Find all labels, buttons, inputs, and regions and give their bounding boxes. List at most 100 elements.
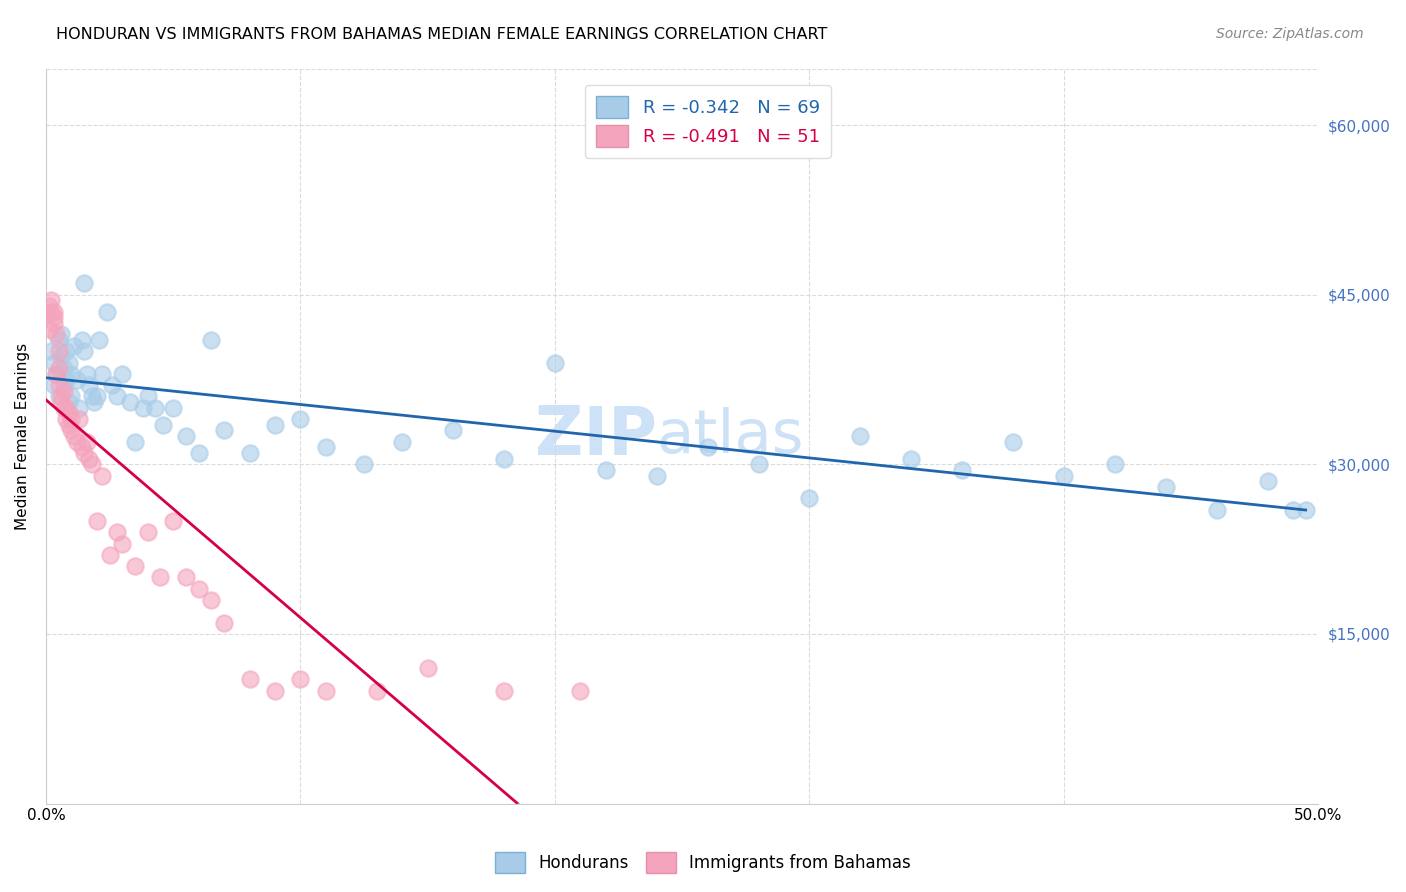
Point <box>118 395 141 409</box>
Point <box>152 417 174 432</box>
Point <box>45 367 67 381</box>
Point <box>42 316 65 330</box>
Point <box>52 401 75 415</box>
Point <box>124 559 146 574</box>
Point <box>63 338 86 352</box>
Point <box>48 378 70 392</box>
Point <box>65 434 87 449</box>
Point <box>416 661 439 675</box>
Point <box>747 458 769 472</box>
Point <box>48 333 70 347</box>
Point <box>98 548 121 562</box>
Point <box>105 525 128 540</box>
Point <box>58 417 80 432</box>
Point <box>212 424 235 438</box>
Point <box>67 412 90 426</box>
Point <box>77 451 100 466</box>
Point <box>91 367 114 381</box>
Point <box>52 384 75 398</box>
Text: ZIP: ZIP <box>534 403 657 469</box>
Point <box>900 451 922 466</box>
Legend: Hondurans, Immigrants from Bahamas: Hondurans, Immigrants from Bahamas <box>489 846 917 880</box>
Point <box>200 593 222 607</box>
Point <box>45 327 67 342</box>
Point <box>1154 480 1177 494</box>
Point <box>58 395 80 409</box>
Point <box>70 441 93 455</box>
Point <box>73 277 96 291</box>
Point <box>441 424 464 438</box>
Point <box>950 463 973 477</box>
Point <box>39 344 62 359</box>
Point <box>131 401 153 415</box>
Point <box>149 570 172 584</box>
Point <box>77 378 100 392</box>
Point <box>111 367 134 381</box>
Point <box>51 350 73 364</box>
Point <box>96 304 118 318</box>
Point <box>799 491 821 506</box>
Point <box>849 429 872 443</box>
Point <box>42 378 65 392</box>
Point <box>290 412 312 426</box>
Point <box>42 310 65 325</box>
Legend: R = -0.342   N = 69, R = -0.491   N = 51: R = -0.342 N = 69, R = -0.491 N = 51 <box>585 85 831 158</box>
Point <box>290 672 312 686</box>
Point <box>1001 434 1024 449</box>
Point <box>391 434 413 449</box>
Point <box>264 683 287 698</box>
Point <box>136 525 159 540</box>
Point <box>89 333 111 347</box>
Point <box>60 367 83 381</box>
Point <box>55 401 77 415</box>
Point <box>315 683 337 698</box>
Point <box>73 446 96 460</box>
Point <box>51 395 73 409</box>
Point <box>162 401 184 415</box>
Point <box>366 683 388 698</box>
Point <box>1282 502 1305 516</box>
Text: Source: ZipAtlas.com: Source: ZipAtlas.com <box>1216 27 1364 41</box>
Point <box>48 389 70 403</box>
Point <box>52 378 75 392</box>
Point <box>1205 502 1227 516</box>
Point <box>67 401 90 415</box>
Point <box>595 463 617 477</box>
Point <box>187 582 209 596</box>
Point <box>1104 458 1126 472</box>
Y-axis label: Median Female Earnings: Median Female Earnings <box>15 343 30 530</box>
Point <box>1256 475 1278 489</box>
Point <box>39 293 62 308</box>
Point <box>52 361 75 376</box>
Point <box>145 401 167 415</box>
Point <box>38 299 60 313</box>
Text: HONDURAN VS IMMIGRANTS FROM BAHAMAS MEDIAN FEMALE EARNINGS CORRELATION CHART: HONDURAN VS IMMIGRANTS FROM BAHAMAS MEDI… <box>56 27 828 42</box>
Point <box>212 615 235 630</box>
Text: atlas: atlas <box>657 407 804 466</box>
Point <box>45 367 67 381</box>
Point <box>39 304 62 318</box>
Point <box>174 570 197 584</box>
Point <box>65 372 87 386</box>
Point <box>73 344 96 359</box>
Point <box>105 389 128 403</box>
Point <box>70 333 93 347</box>
Point <box>1053 468 1076 483</box>
Point <box>51 327 73 342</box>
Point <box>55 412 77 426</box>
Point <box>86 389 108 403</box>
Point <box>60 412 83 426</box>
Point <box>492 451 515 466</box>
Point <box>264 417 287 432</box>
Point <box>353 458 375 472</box>
Point <box>76 367 98 381</box>
Point <box>111 536 134 550</box>
Point <box>187 446 209 460</box>
Point <box>86 514 108 528</box>
Point <box>83 395 105 409</box>
Point <box>60 389 83 403</box>
Point <box>58 355 80 369</box>
Point <box>60 424 83 438</box>
Point <box>200 333 222 347</box>
Point <box>1295 502 1317 516</box>
